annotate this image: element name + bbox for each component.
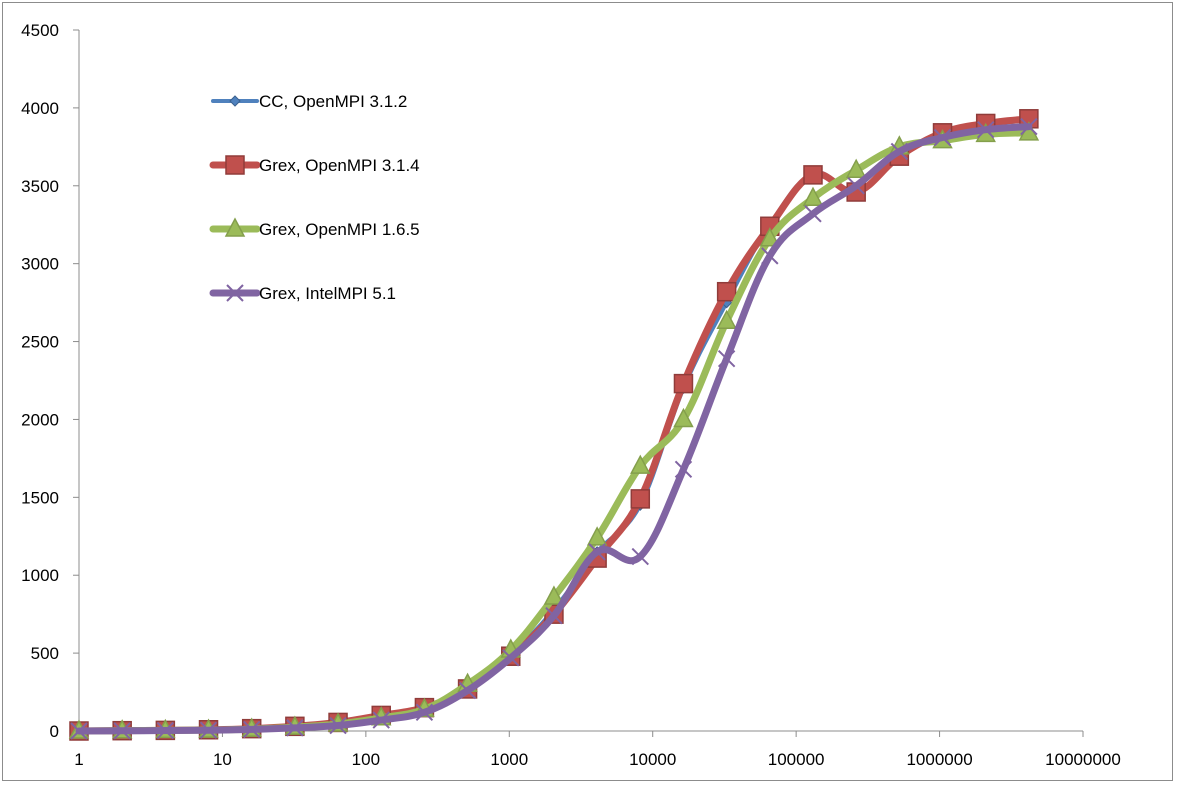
data-point-x xyxy=(976,120,995,139)
legend-item: Grex, IntelMPI 5.1 xyxy=(209,284,396,303)
data-point-x xyxy=(890,142,909,161)
data-point-triangle xyxy=(845,158,867,178)
legend: CC, OpenMPI 3.1.2 Grex, OpenMPI 3.1.4 Grex… xyxy=(209,92,420,303)
data-point-x xyxy=(631,547,649,566)
x-tick-label: 1000 xyxy=(490,750,528,769)
data-point-x xyxy=(199,721,218,739)
data-point-x xyxy=(674,460,693,479)
data-point-x xyxy=(242,720,261,739)
legend-label: Grex, IntelMPI 5.1 xyxy=(259,284,396,303)
series-line xyxy=(75,115,1033,735)
data-point-triangle xyxy=(673,407,694,428)
legend-item: Grex, OpenMPI 1.6.5 xyxy=(209,217,420,239)
x-tick-label: 1 xyxy=(74,750,83,769)
data-point-x xyxy=(1020,117,1038,136)
data-point-x xyxy=(761,247,779,265)
y-axis-ticks: 0 500 1000 1500 2000 2500 3000 3500 4000 4500 xyxy=(21,21,79,741)
data-point-x xyxy=(588,543,606,561)
legend-label: Grex, OpenMPI 3.1.4 xyxy=(259,156,420,175)
series-line xyxy=(77,118,1031,733)
data-point-x xyxy=(717,349,736,368)
legend-marker-x xyxy=(226,284,244,302)
x-tick-label: 10000 xyxy=(629,750,676,769)
data-point-x xyxy=(329,716,347,735)
data-point-x xyxy=(113,722,131,740)
x-tick-label: 100000 xyxy=(768,750,825,769)
data-point-triangle xyxy=(802,186,824,206)
legend-marker-diamond xyxy=(229,95,241,107)
data-point-x xyxy=(415,703,434,722)
x-tick-label: 1000000 xyxy=(906,750,972,769)
legend-marker-square xyxy=(225,155,245,175)
data-point-square xyxy=(673,373,694,394)
series-square xyxy=(69,109,1039,741)
data-point-x xyxy=(70,722,88,740)
y-tick-label: 0 xyxy=(50,722,59,741)
y-tick-label: 1500 xyxy=(21,488,59,507)
y-tick-label: 3500 xyxy=(21,177,59,196)
data-point-x xyxy=(847,177,865,195)
data-point-triangle xyxy=(630,454,651,474)
data-point-x xyxy=(372,711,390,729)
data-point-triangle xyxy=(586,526,608,546)
y-tick-label: 3000 xyxy=(21,255,59,274)
y-tick-label: 4500 xyxy=(21,21,59,40)
data-point-x xyxy=(156,721,175,740)
data-point-x xyxy=(804,205,822,223)
data-point-x xyxy=(458,681,477,700)
data-point-x xyxy=(286,719,304,737)
x-tick-label: 10 xyxy=(213,750,232,769)
series-diamond xyxy=(73,114,1035,737)
data-point-triangle xyxy=(759,227,781,247)
legend-item: CC, OpenMPI 3.1.2 xyxy=(211,92,407,111)
data-point-x xyxy=(545,607,563,625)
legend-label: Grex, OpenMPI 1.6.5 xyxy=(259,220,420,239)
data-point-square xyxy=(630,489,651,509)
x-tick-label: 10000000 xyxy=(1045,750,1121,769)
series-line xyxy=(75,129,1033,735)
y-tick-label: 500 xyxy=(31,644,59,663)
y-tick-label: 2500 xyxy=(21,333,59,352)
x-axis-ticks: 1 10 100 1000 10000 100000 1000000 10000000 xyxy=(74,731,1121,769)
series-lines xyxy=(68,109,1040,741)
legend-marker-triangle xyxy=(224,217,246,237)
x-tick-label: 100 xyxy=(352,750,380,769)
data-point-triangle xyxy=(716,309,737,330)
y-tick-label: 1000 xyxy=(21,566,59,585)
series-triangle xyxy=(68,121,1040,739)
legend-item: Grex, OpenMPI 3.1.4 xyxy=(209,155,420,175)
series-line xyxy=(75,123,1033,735)
legend-label: CC, OpenMPI 3.1.2 xyxy=(259,92,407,111)
data-point-square xyxy=(803,165,823,185)
y-tick-label: 2000 xyxy=(21,410,59,429)
series-x xyxy=(70,117,1038,740)
data-point-triangle xyxy=(543,585,565,605)
data-point-square xyxy=(716,281,737,302)
data-point-x xyxy=(502,649,520,667)
data-point-x xyxy=(933,128,952,147)
y-tick-label: 4000 xyxy=(21,99,59,118)
